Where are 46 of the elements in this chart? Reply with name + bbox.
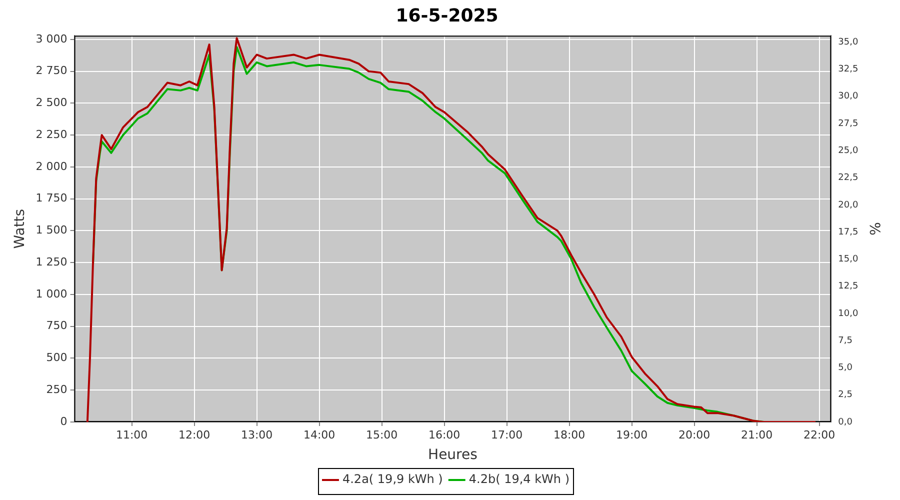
x-tick-label: 22:00	[803, 428, 836, 442]
y2-tick-label: 35,0	[838, 37, 858, 48]
x-tick-label: 13:00	[240, 428, 273, 442]
x-axis-title: Heures	[428, 447, 478, 464]
x-tick-label: 17:00	[490, 428, 523, 442]
y2-tick-label: 25,0	[838, 146, 858, 156]
y-tick-label: 3 000	[36, 32, 68, 46]
y-axis-title: Watts	[12, 208, 28, 249]
y2-tick-label: 10,0	[838, 308, 858, 319]
y-tick-label: 500	[46, 351, 68, 364]
y2-tick-label: 12,5	[838, 282, 858, 292]
y-tick-label: 250	[46, 382, 68, 396]
y-tick-label: 2 500	[36, 96, 68, 110]
x-tick-label: 12:00	[178, 428, 210, 442]
y2-tick-label: 30,0	[838, 92, 858, 102]
y2-tick-label: 27,5	[838, 118, 858, 129]
legend-label: 4.2b( 19,4 kWh )	[468, 472, 570, 486]
y2-tick-label: 22,5	[838, 173, 858, 184]
y-tick-label: 1 750	[36, 192, 68, 205]
x-tick-label: 16:00	[428, 428, 460, 442]
x-tick-label: 14:00	[303, 428, 336, 442]
y2-tick-label: 17,5	[838, 227, 858, 238]
x-tick-label: 18:00	[553, 428, 586, 442]
y2-tick-label: 15,0	[838, 254, 858, 265]
x-tick-label: 15:00	[366, 428, 398, 442]
x-tick-label: 11:00	[116, 428, 148, 442]
y2-tick-label: 2,5	[838, 390, 852, 400]
y-tick-label: 1 500	[36, 224, 68, 237]
y-tick-label: 1 000	[36, 287, 68, 300]
chart-title: 16-5-2025	[396, 5, 498, 26]
y-tick-label: 750	[46, 319, 68, 332]
y2-axis-title: %	[866, 222, 882, 236]
y2-tick-label: 20,0	[838, 200, 858, 210]
x-tick-label: 21:00	[740, 428, 773, 442]
y2-tick-label: 32,5	[838, 64, 858, 75]
y2-tick-label: 5,0	[838, 363, 853, 374]
x-tick-label: 19:00	[616, 428, 648, 442]
y2-tick-label: 0,0	[838, 417, 853, 428]
x-tick-label: 20:00	[678, 428, 710, 442]
y-tick-label: 2 250	[36, 128, 68, 141]
y-tick-label: 0	[60, 414, 68, 428]
y2-tick-label: 7,5	[838, 336, 852, 346]
y-tick-label: 1 250	[36, 255, 68, 268]
y-tick-label: 2 000	[36, 160, 68, 173]
legend-label: 4.2a( 19,9 kWh )	[342, 472, 443, 486]
y-tick-label: 2 750	[36, 64, 68, 78]
